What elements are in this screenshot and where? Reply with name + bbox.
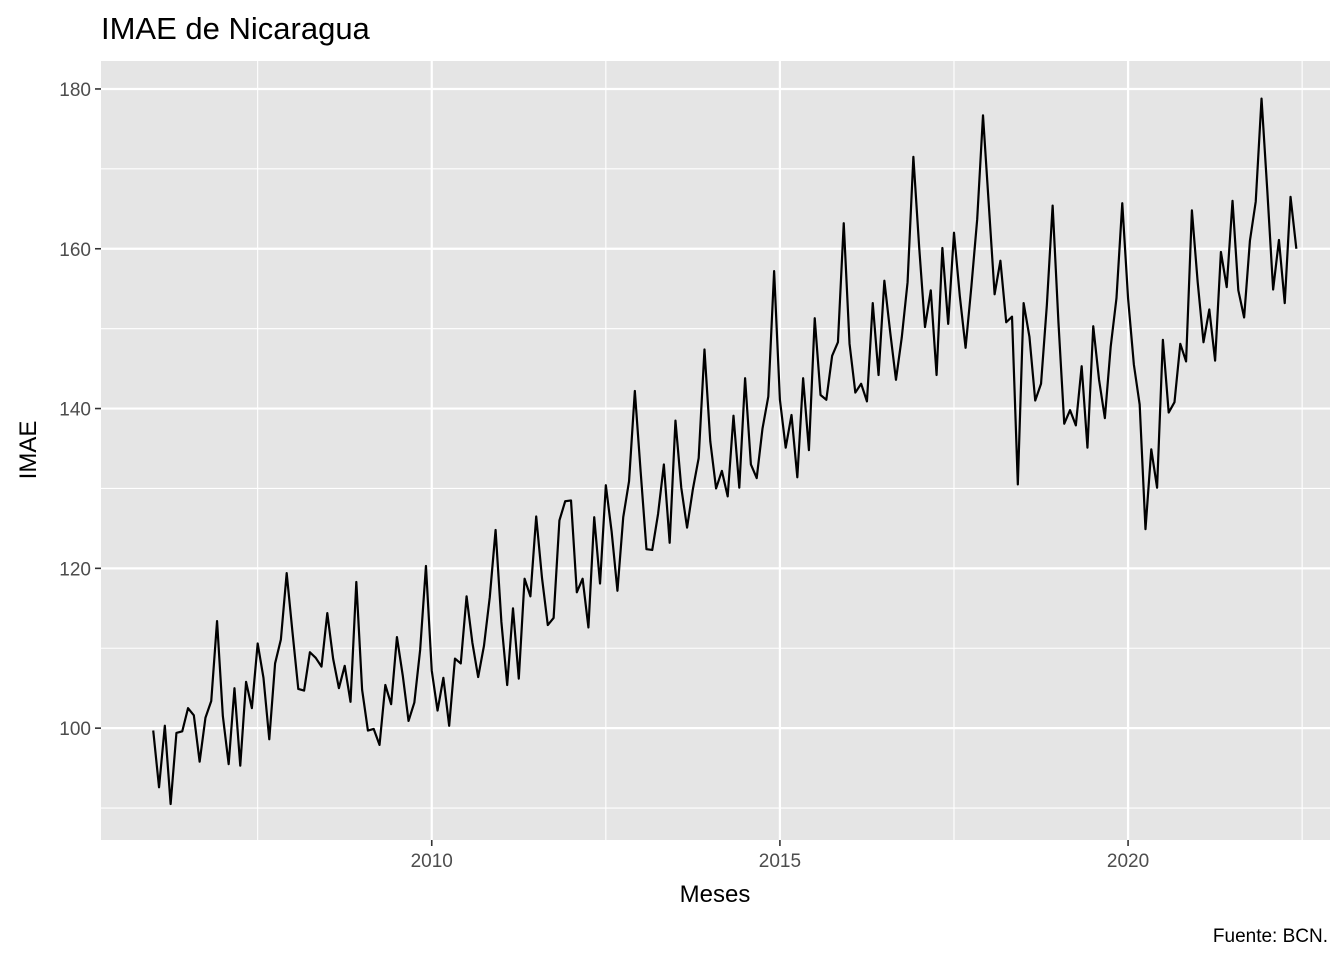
- x-axis-title: Meses: [680, 881, 751, 908]
- source-caption: Fuente: BCN.: [1213, 926, 1328, 947]
- plot-panel: [101, 61, 1330, 840]
- y-axis-title: IMAE: [15, 421, 42, 480]
- y-axis: 100 120 140 160 180: [59, 80, 101, 740]
- chart-title: IMAE de Nicaragua: [101, 11, 371, 46]
- y-tick-label: 120: [59, 559, 91, 580]
- imae-series-line: [152, 97, 1298, 806]
- x-axis: 2010 2015 2020: [411, 840, 1149, 872]
- x-tick-label: 2015: [759, 851, 801, 872]
- minor-gridlines: [101, 61, 1330, 840]
- y-tick-label: 180: [59, 80, 91, 101]
- x-tick-label: 2010: [411, 851, 453, 872]
- x-tick-label: 2020: [1107, 851, 1149, 872]
- y-tick-label: 140: [59, 400, 91, 421]
- y-tick-label: 100: [59, 719, 91, 740]
- y-tick-label: 160: [59, 240, 91, 261]
